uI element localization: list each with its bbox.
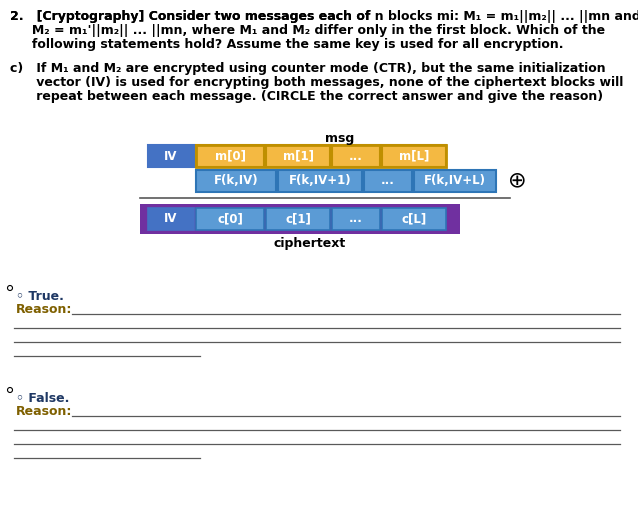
Text: ...: ... bbox=[381, 174, 395, 188]
Bar bbox=[148, 208, 194, 230]
Bar bbox=[382, 145, 446, 167]
Text: ciphertext: ciphertext bbox=[274, 237, 346, 250]
Bar bbox=[332, 208, 380, 230]
Text: c[0]: c[0] bbox=[217, 213, 243, 225]
Text: c[1]: c[1] bbox=[285, 213, 311, 225]
Circle shape bbox=[8, 286, 13, 290]
Bar bbox=[266, 145, 330, 167]
Text: Reason:: Reason: bbox=[16, 405, 72, 418]
Bar bbox=[382, 208, 446, 230]
Text: F(k,IV): F(k,IV) bbox=[214, 174, 258, 188]
Text: M₂ = m₁'||m₂|| ... ||mn, where M₁ and M₂ differ only in the first block. Which o: M₂ = m₁'||m₂|| ... ||mn, where M₁ and M₂… bbox=[10, 24, 605, 37]
Bar bbox=[364, 170, 412, 192]
Text: c[L]: c[L] bbox=[401, 213, 427, 225]
Text: ◦ True.: ◦ True. bbox=[16, 290, 64, 303]
Bar bbox=[266, 208, 330, 230]
Text: $\oplus$: $\oplus$ bbox=[507, 171, 525, 191]
Text: ...: ... bbox=[349, 149, 363, 162]
Text: repeat between each message. (CIRCLE the correct answer and give the reason): repeat between each message. (CIRCLE the… bbox=[10, 90, 603, 103]
Bar bbox=[140, 204, 460, 234]
Bar bbox=[332, 145, 380, 167]
Text: IV: IV bbox=[164, 213, 178, 225]
Text: F(k,IV+1): F(k,IV+1) bbox=[288, 174, 352, 188]
Bar bbox=[148, 145, 194, 167]
Text: ...: ... bbox=[349, 213, 363, 225]
Text: c)   If M₁ and M₂ are encrypted using counter mode (CTR), but the same initializ: c) If M₁ and M₂ are encrypted using coun… bbox=[10, 62, 605, 75]
Text: m[L]: m[L] bbox=[399, 149, 429, 162]
Text: msg: msg bbox=[325, 132, 355, 145]
Text: following statements hold? Assume the same key is used for all encryption.: following statements hold? Assume the sa… bbox=[10, 38, 563, 51]
Text: IV: IV bbox=[164, 149, 178, 162]
Text: vector (IV) is used for encrypting both messages, none of the ciphertext blocks : vector (IV) is used for encrypting both … bbox=[10, 76, 623, 89]
Text: 2.   [Cryptography] Consider two messages each of: 2. [Cryptography] Consider two messages … bbox=[10, 10, 375, 23]
Text: ◦ False.: ◦ False. bbox=[16, 392, 70, 405]
Text: F(k,IV+L): F(k,IV+L) bbox=[424, 174, 486, 188]
Bar bbox=[196, 170, 276, 192]
Text: m[1]: m[1] bbox=[283, 149, 313, 162]
Text: m[0]: m[0] bbox=[214, 149, 246, 162]
Text: Reason:: Reason: bbox=[16, 303, 72, 316]
Text: 2.   [Cryptography] Consider two messages each of n blocks mi: M₁ = m₁||m₂|| ...: 2. [Cryptography] Consider two messages … bbox=[10, 10, 638, 23]
Circle shape bbox=[8, 388, 13, 392]
Bar bbox=[196, 145, 446, 167]
Bar bbox=[278, 170, 362, 192]
Bar bbox=[196, 145, 264, 167]
Bar bbox=[196, 208, 264, 230]
Bar bbox=[414, 170, 496, 192]
